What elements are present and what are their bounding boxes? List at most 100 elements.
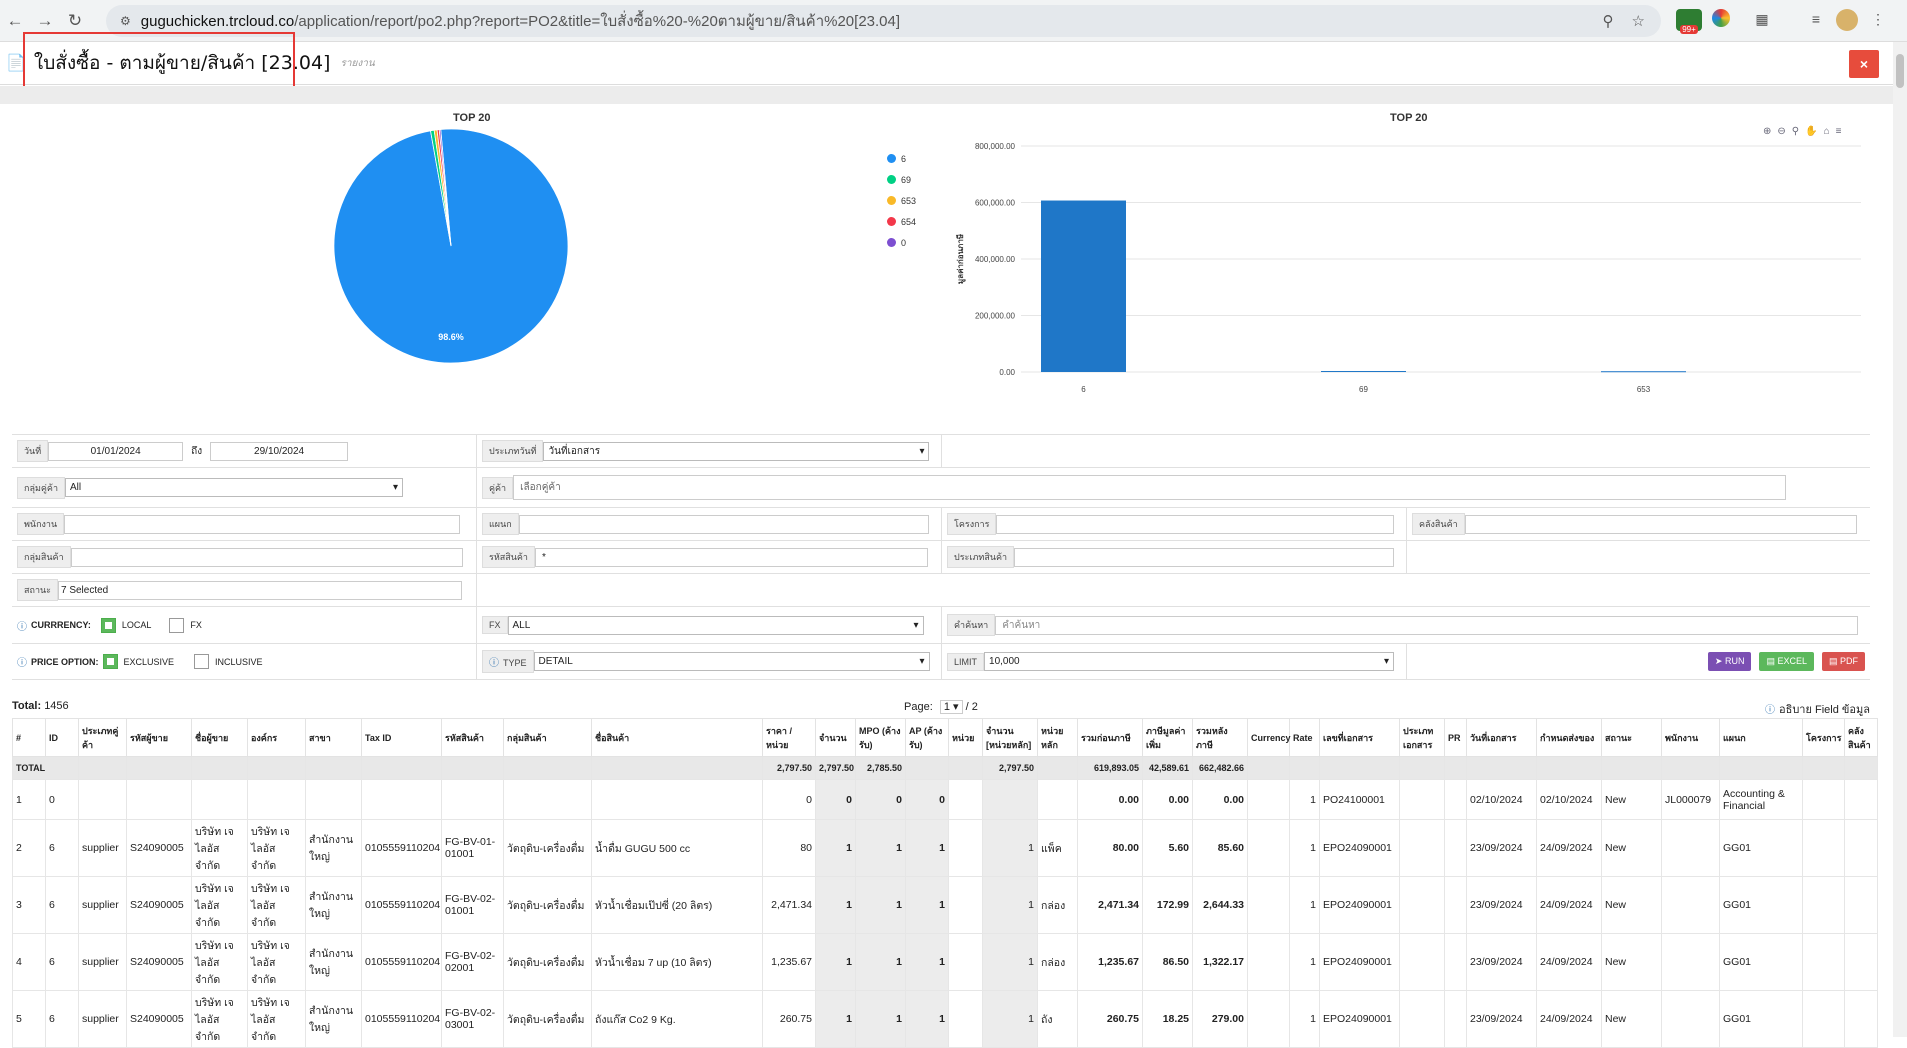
table-cell: บริษัท เจ ไลอัส จำกัด <box>247 990 306 1048</box>
date-type-select[interactable]: วันที่เอกสาร ▾ <box>543 441 930 461</box>
type-select[interactable]: DETAIL ▾ <box>533 652 930 671</box>
legend-item[interactable]: 653 <box>887 190 916 211</box>
excel-button[interactable]: ▤ EXCEL <box>1759 652 1814 671</box>
column-header[interactable]: ID <box>45 718 79 757</box>
status-select[interactable]: 7 Selected <box>57 580 462 600</box>
product-code-input[interactable]: * <box>534 547 928 567</box>
reload-icon[interactable]: ↻ <box>67 10 83 30</box>
run-button[interactable]: ➤ RUN <box>1707 652 1752 671</box>
column-header[interactable]: รวมก่อนภาษี <box>1077 718 1143 757</box>
browser-menu-icon[interactable]: ⋮ <box>1871 10 1885 27</box>
legend-item[interactable]: 0 <box>887 232 916 253</box>
search-input[interactable]: คำค้นหา <box>995 615 1859 635</box>
column-header[interactable]: ภาษีมูลค่าเพิ่ม <box>1142 718 1193 757</box>
column-header[interactable]: ประเภทคู่ค้า <box>78 718 127 757</box>
site-info-icon[interactable]: ⚙ <box>120 14 131 28</box>
column-header[interactable]: กลุ่มสินค้า <box>503 718 592 757</box>
inclusive-checkbox[interactable] <box>194 654 210 669</box>
column-header[interactable]: Tax ID <box>361 718 442 757</box>
vendor-group-select[interactable]: All ▾ <box>65 478 403 497</box>
profile-avatar-icon[interactable] <box>1836 9 1858 31</box>
extensions-puzzle-icon[interactable]: ▦ <box>1755 10 1769 27</box>
column-header[interactable]: เลขที่เอกสาร <box>1319 718 1400 757</box>
column-header[interactable]: # <box>12 718 46 757</box>
column-header[interactable]: Currency <box>1247 718 1291 757</box>
table-cell: FG-BV-02-03001 <box>441 990 504 1048</box>
zoom-out-icon[interactable]: ⊖ <box>1777 126 1792 137</box>
table-row[interactable]: 1 0 0 0 0 0 0.00 0.00 0.00 1 PO24100001 02/10/2024 0… <box>12 779 1878 820</box>
extension-badge-icon[interactable]: 99+ <box>1676 9 1702 34</box>
zoom-select-icon[interactable]: ⚲ <box>1791 126 1806 137</box>
legend-item[interactable]: 69 <box>887 169 916 190</box>
close-button[interactable]: × <box>1849 50 1879 78</box>
column-header[interactable]: AP (ค้างรับ) <box>905 718 949 757</box>
address-bar[interactable]: ⚙ guguchicken.trcloud.co/application/rep… <box>106 5 1661 37</box>
department-input[interactable] <box>518 514 929 534</box>
exclusive-checkbox[interactable] <box>102 654 118 669</box>
column-header[interactable]: หน่วย <box>948 718 983 757</box>
limit-select[interactable]: 10,000 ▾ <box>984 652 1395 671</box>
column-header[interactable]: MPO (ค้างรับ) <box>855 718 906 757</box>
page-scrollbar[interactable] <box>1893 42 1907 1037</box>
table-row[interactable]: 5 6 supplier S24090005 บริษัท เจ ไลอัส จำกัด… <box>12 990 1878 1048</box>
column-header[interactable]: ชื่อผู้ขาย <box>191 718 248 757</box>
zoom-icon[interactable]: ⚲ <box>1602 13 1614 30</box>
column-header[interactable]: PR <box>1444 718 1467 757</box>
column-header[interactable]: ประเภทเอกสาร <box>1399 718 1445 757</box>
local-checkbox[interactable] <box>100 617 116 633</box>
column-header[interactable]: วันที่เอกสาร <box>1466 718 1537 757</box>
fx-select[interactable]: ALL ▾ <box>507 615 924 635</box>
column-header[interactable]: โครงการ <box>1802 718 1845 757</box>
scrollbar-thumb[interactable] <box>1896 54 1904 88</box>
product-type-input[interactable] <box>1014 547 1395 567</box>
column-header[interactable]: จำนวน <box>815 718 856 757</box>
fx-checkbox[interactable] <box>169 617 185 633</box>
back-icon[interactable]: ← <box>6 10 24 30</box>
product-group-input[interactable] <box>70 547 463 567</box>
bookmark-star-icon[interactable]: ☆ <box>1631 13 1645 30</box>
column-header[interactable]: สถานะ <box>1601 718 1662 757</box>
bar-653[interactable] <box>1601 371 1686 373</box>
column-header[interactable]: หน่วยหลัก <box>1037 718 1078 757</box>
zoom-in-icon[interactable]: ⊕ <box>1763 126 1778 137</box>
bar-6[interactable] <box>1041 200 1126 372</box>
table-row[interactable]: 4 6 supplier S24090005 บริษัท เจ ไลอัส จำกัด… <box>12 933 1878 991</box>
date-type-value: วันที่เอกสาร <box>548 445 601 457</box>
table-cell: Accounting & Financial <box>1719 779 1803 820</box>
column-header[interactable]: กำหนดส่งของ <box>1536 718 1602 757</box>
vendor-input[interactable]: เลือกคู่ค้า <box>513 475 1787 500</box>
column-header[interactable]: องค์กร <box>247 718 306 757</box>
table-row[interactable]: 3 6 supplier S24090005 บริษัท เจ ไลอัส จำกัด… <box>12 876 1878 934</box>
column-header[interactable]: รวมหลังภาษี <box>1192 718 1248 757</box>
column-header[interactable]: ชื่อสินค้า <box>591 718 763 757</box>
table-row[interactable]: 2 6 supplier S24090005 บริษัท เจ ไลอัส จำกัด… <box>12 819 1878 877</box>
column-header[interactable]: คลังสินค้า <box>1844 718 1878 757</box>
column-header[interactable]: พนักงาน <box>1661 718 1720 757</box>
color-extension-icon[interactable] <box>1712 9 1730 27</box>
legend-item[interactable]: 6 <box>887 148 916 169</box>
chevron-down-icon: ▾ <box>919 656 925 667</box>
page-select[interactable]: 1 ▾ <box>939 700 963 714</box>
column-header[interactable]: จำนวน [หน่วยหลัก] <box>982 718 1038 757</box>
pie-slice-0[interactable] <box>438 129 452 247</box>
column-header[interactable]: รหัสผู้ขาย <box>126 718 192 757</box>
date-to-input[interactable]: 29/10/2024 <box>210 441 349 461</box>
reading-list-icon[interactable]: ≡ <box>1811 11 1821 27</box>
column-header[interactable]: ราคา / หน่วย <box>762 718 816 757</box>
reset-home-icon[interactable]: ⌂ <box>1823 126 1836 137</box>
column-header[interactable]: แผนก <box>1719 718 1803 757</box>
staff-input[interactable] <box>64 514 461 534</box>
field-explain-link[interactable]: ⓘ อธิบาย Field ข้อมูล <box>1765 700 1870 718</box>
chart-menu-icon[interactable]: ≡ <box>1835 126 1848 137</box>
column-header[interactable]: Rate <box>1289 718 1320 757</box>
warehouse-input[interactable] <box>1464 514 1857 534</box>
project-input[interactable] <box>996 514 1395 534</box>
pdf-button[interactable]: ▤ PDF <box>1821 652 1865 671</box>
column-header[interactable]: รหัสสินค้า <box>441 718 504 757</box>
column-header[interactable]: สาขา <box>305 718 362 757</box>
bar-69[interactable] <box>1321 371 1406 373</box>
forward-icon[interactable]: → <box>36 10 54 30</box>
legend-item[interactable]: 654 <box>887 211 916 232</box>
pan-icon[interactable]: ✋ <box>1805 126 1824 137</box>
date-from-input[interactable]: 01/01/2024 <box>48 441 184 461</box>
